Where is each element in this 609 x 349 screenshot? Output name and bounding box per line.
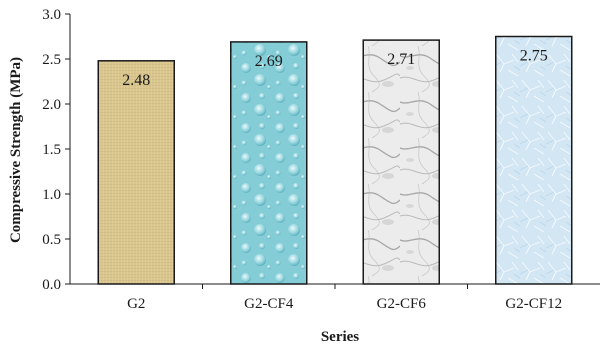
x-tick-label: G2-CF6 (377, 296, 427, 312)
data-labels: 2.48 2.69 2.71 2.75 (122, 48, 548, 89)
y-tick-label: 1.5 (42, 142, 61, 158)
x-tick-label: G2-CF12 (505, 296, 562, 312)
x-axis: G2 G2-CF4 G2-CF6 G2-CF12 (70, 283, 600, 312)
y-tick-label: 0.0 (42, 277, 61, 293)
y-axis: 0.0 0.5 1.0 1.5 2.0 2.5 3.0 (42, 7, 71, 293)
y-tick-label: 3.0 (42, 7, 61, 23)
y-tick-label: 2.0 (42, 97, 61, 113)
data-label-g2-cf4: 2.69 (255, 53, 283, 70)
x-axis-title: Series (321, 329, 359, 345)
bar-g2 (97, 60, 175, 285)
bar-g2-cf4 (230, 41, 308, 285)
data-label-g2: 2.48 (122, 72, 150, 89)
bar-g2-cf6 (362, 39, 440, 285)
x-tick-label: G2 (127, 296, 145, 312)
bars (97, 35, 573, 285)
y-tick-label: 2.5 (42, 52, 61, 68)
bar-g2-cf12 (495, 35, 573, 285)
data-label-g2-cf12: 2.75 (520, 48, 548, 65)
x-tick-label: G2-CF4 (244, 296, 294, 312)
y-axis-title: Compressive Strength (MPa) (8, 57, 24, 243)
y-tick-label: 1.0 (42, 187, 61, 203)
y-tick-label: 0.5 (42, 232, 61, 248)
data-label-g2-cf6: 2.71 (387, 51, 415, 68)
